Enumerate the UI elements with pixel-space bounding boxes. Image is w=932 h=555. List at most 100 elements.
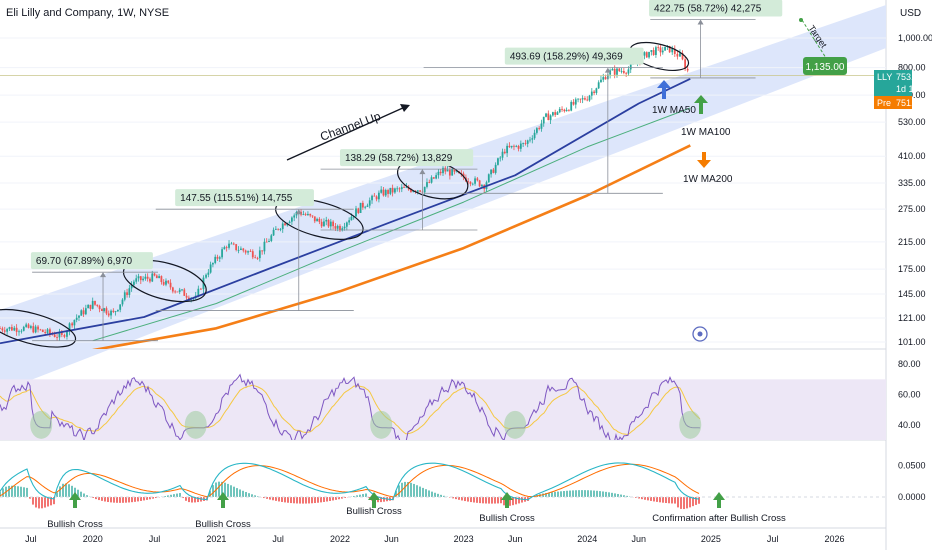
macd-histogram-bar <box>590 490 592 497</box>
macd-histogram-bar <box>275 497 277 501</box>
macd-histogram-bar <box>233 487 235 497</box>
candle <box>534 133 536 138</box>
macd-histogram-bar <box>179 493 181 497</box>
macd-histogram-bar <box>413 484 415 497</box>
candle <box>140 276 142 280</box>
last-price-text: 753.41 <box>896 72 924 82</box>
candle <box>170 283 172 288</box>
candle <box>133 282 135 285</box>
candle <box>602 77 604 80</box>
rsi-low-marker <box>504 411 526 439</box>
macd-histogram-bar <box>26 488 28 497</box>
macd-histogram-bar <box>311 497 313 503</box>
candle <box>591 92 593 96</box>
currency-label: USD <box>900 8 921 19</box>
candle <box>186 296 188 298</box>
macd-histogram-bar <box>365 493 367 497</box>
price-axis-tick: 215.00 <box>898 237 926 247</box>
macd-histogram-bar <box>332 497 334 500</box>
candle <box>586 100 588 101</box>
macd-histogram-bar <box>329 497 331 501</box>
price-axis-tick: 1,000.00 <box>898 33 932 43</box>
macd-histogram-bar <box>419 487 421 497</box>
macd-histogram-bar <box>59 486 61 497</box>
candle <box>47 329 49 333</box>
candle <box>495 165 497 173</box>
macd-histogram-bar <box>587 490 589 497</box>
candle <box>373 196 375 197</box>
candle <box>561 109 563 110</box>
candle <box>357 208 359 213</box>
rsi-axis-tick: 60.00 <box>898 390 921 400</box>
candle <box>440 172 442 173</box>
candle <box>11 327 13 330</box>
candle <box>593 92 595 93</box>
candle <box>156 276 158 279</box>
time-axis-tick: Jun <box>631 534 646 544</box>
candle <box>165 281 167 285</box>
macd-histogram-bar <box>80 492 82 497</box>
candle <box>428 182 430 183</box>
candle <box>126 292 128 295</box>
candle <box>456 171 458 172</box>
candle <box>99 306 101 309</box>
time-axis-tick: 2022 <box>330 534 350 544</box>
candle <box>474 178 476 183</box>
time-axis-tick: 2020 <box>83 534 103 544</box>
candle <box>128 288 130 295</box>
price-axis-tick: 275.00 <box>898 204 926 214</box>
candle <box>273 230 275 236</box>
macd-histogram-bar <box>119 497 121 503</box>
candle <box>595 88 597 93</box>
candle <box>122 300 124 305</box>
candle <box>536 128 538 133</box>
candle <box>307 214 309 215</box>
candle <box>28 324 30 327</box>
candle <box>332 222 334 226</box>
candle <box>527 140 529 143</box>
candle <box>679 53 681 56</box>
candle <box>247 251 249 252</box>
macd-histogram-bar <box>398 485 400 497</box>
macd-histogram-bar <box>650 497 652 501</box>
candle <box>9 327 11 329</box>
macd-histogram-bar <box>581 490 583 497</box>
candle <box>117 310 119 311</box>
macd-histogram-bar <box>575 490 577 497</box>
candle <box>328 220 330 226</box>
candle <box>35 327 37 333</box>
macd-histogram-bar <box>422 488 424 497</box>
bullish-cross-label: Bullish Cross <box>47 519 103 530</box>
candle <box>426 182 428 187</box>
macd-histogram-bar <box>185 497 187 501</box>
measure-label: 147.55 (115.51%) 14,755 <box>180 193 293 204</box>
candle <box>318 219 320 222</box>
candle <box>378 193 380 200</box>
macd-histogram-bar <box>308 497 310 503</box>
macd-histogram-bar <box>593 491 595 497</box>
price-axis-tick: 335.00 <box>898 178 926 188</box>
macd-histogram-bar <box>563 491 565 497</box>
candle <box>383 190 385 196</box>
candle <box>337 226 339 229</box>
macd-histogram-bar <box>212 485 214 497</box>
time-axis-tick: Jul <box>767 534 779 544</box>
macd-histogram-bar <box>428 490 430 497</box>
bullish-cross-label: Bullish Cross <box>346 506 402 517</box>
ma100-label: 1W MA100 <box>681 127 731 138</box>
candle <box>94 301 96 305</box>
macd-histogram-bar <box>317 497 319 503</box>
candle <box>289 222 291 223</box>
macd-histogram-bar <box>326 497 328 501</box>
macd-histogram-bar <box>659 497 661 502</box>
macd-histogram-bar <box>191 497 193 503</box>
candle <box>623 71 625 73</box>
candle <box>316 219 318 221</box>
price-axis-tick: 145.00 <box>898 289 926 299</box>
candle <box>508 146 510 147</box>
candle <box>149 279 151 282</box>
candle <box>179 290 181 292</box>
macd-histogram-bar <box>176 494 178 497</box>
candle <box>40 329 42 330</box>
